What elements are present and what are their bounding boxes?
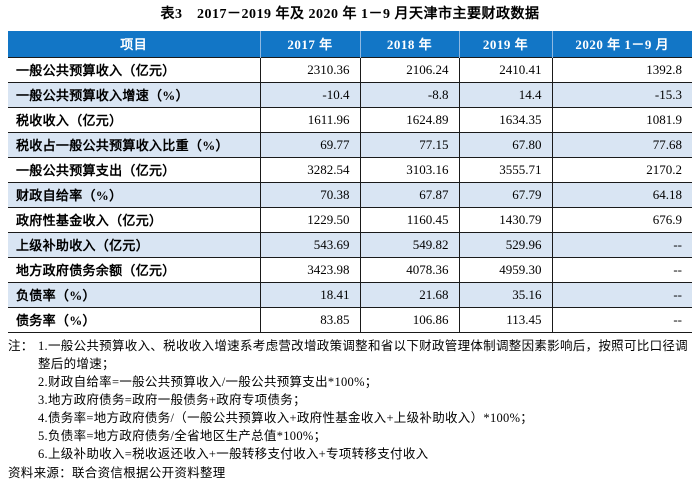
row-label: 债务率（%） [8, 306, 261, 333]
table-row: 税收收入（亿元） 1611.96 1624.89 1634.35 1081.9 [8, 106, 692, 132]
table-row: 一般公共预算收入增速（%） -10.4 -8.8 14.4 -15.3 [8, 81, 692, 107]
row-value-2017: 543.69 [260, 231, 361, 257]
row-value-2020: 676.9 [552, 206, 692, 232]
row-value-2019: 35.16 [459, 281, 553, 307]
row-value-2020: -15.3 [552, 81, 692, 107]
note-item: 6.上级补助收入=税收返还收入+一般转移支付收入+专项转移支付收入 [38, 446, 429, 461]
source-line: 资料来源：联合资信根据公开资料整理 [8, 465, 226, 480]
row-label: 一般公共预算支出（亿元） [8, 156, 261, 182]
row-label: 一般公共预算收入增速（%） [8, 81, 261, 107]
row-value-2019: 529.96 [459, 231, 553, 257]
row-value-2018: 1160.45 [360, 206, 460, 232]
row-value-2019: 4959.30 [459, 256, 553, 282]
note-item: 1.一般公共预算收入、税收收入增速系考虑营改增政策调整和省以下财政管理体制调整因… [38, 338, 688, 371]
note-item: 3.地方政府债务=政府一般债务+政府专项债务； [38, 392, 306, 407]
row-value-2018: 2106.24 [360, 56, 460, 82]
row-value-2018: 1624.89 [360, 106, 460, 132]
row-value-2017: 1229.50 [260, 206, 361, 232]
row-label: 财政自给率（%） [8, 181, 261, 207]
row-value-2020: -- [552, 306, 692, 333]
row-value-2018: 4078.36 [360, 256, 460, 282]
header-cell-2017: 2017 年 [260, 31, 361, 57]
row-value-2017: 70.38 [260, 181, 361, 207]
row-label: 一般公共预算收入（亿元） [8, 56, 261, 82]
row-value-2018: 3103.16 [360, 156, 460, 182]
row-value-2020: -- [552, 256, 692, 282]
row-label: 地方政府债务余额（亿元） [8, 256, 261, 282]
table-row: 税收占一般公共预算收入比重（%） 69.77 77.15 67.80 77.68 [8, 131, 692, 157]
row-value-2019: 1634.35 [459, 106, 553, 132]
row-label: 税收收入（亿元） [8, 106, 261, 132]
header-cell-2019: 2019 年 [459, 31, 553, 57]
row-value-2018: 77.15 [360, 131, 460, 157]
row-value-2018: -8.8 [360, 81, 460, 107]
row-value-2017: 2310.36 [260, 56, 361, 82]
row-value-2017: -10.4 [260, 81, 361, 107]
row-label: 税收占一般公共预算收入比重（%） [8, 131, 261, 157]
fiscal-data-table: 项目 2017 年 2018 年 2019 年 2020 年 1－9 月 一般公… [8, 31, 692, 333]
header-cell-item: 项目 [8, 31, 261, 57]
row-value-2020: 77.68 [552, 131, 692, 157]
row-value-2019: 2410.41 [459, 56, 553, 82]
table-row: 上级补助收入（亿元） 543.69 549.82 529.96 -- [8, 231, 692, 257]
table-title: 表3 2017－2019 年及 2020 年 1－9 月天津市主要财政数据 [160, 7, 540, 22]
row-value-2019: 67.80 [459, 131, 553, 157]
row-value-2017: 1611.96 [260, 106, 361, 132]
row-value-2017: 69.77 [260, 131, 361, 157]
row-value-2020: 2170.2 [552, 156, 692, 182]
table-row: 债务率（%） 83.85 106.86 113.45 -- [8, 306, 692, 333]
row-value-2020: 64.18 [552, 181, 692, 207]
row-label: 上级补助收入（亿元） [8, 231, 261, 257]
row-value-2020: 1081.9 [552, 106, 692, 132]
row-value-2018: 67.87 [360, 181, 460, 207]
notes-prefix: 注： [8, 338, 34, 353]
row-value-2017: 18.41 [260, 281, 361, 307]
table-row: 负债率（%） 18.41 21.68 35.16 -- [8, 281, 692, 307]
note-item: 2.财政自给率=一般公共预算收入/一般公共预算支出*100%； [38, 374, 378, 389]
note-item: 4.债务率=地方政府债务/（一般公共预算收入+政府性基金收入+上级补助收入）*1… [38, 410, 534, 425]
row-value-2019: 113.45 [459, 306, 553, 333]
row-label: 政府性基金收入（亿元） [8, 206, 261, 232]
table-row: 一般公共预算支出（亿元） 3282.54 3103.16 3555.71 217… [8, 156, 692, 182]
header-cell-2018: 2018 年 [360, 31, 460, 57]
row-value-2017: 3423.98 [260, 256, 361, 282]
row-value-2017: 83.85 [260, 306, 361, 333]
table-row: 地方政府债务余额（亿元） 3423.98 4078.36 4959.30 -- [8, 256, 692, 282]
table-row: 政府性基金收入（亿元） 1229.50 1160.45 1430.79 676.… [8, 206, 692, 232]
header-row: 项目 2017 年 2018 年 2019 年 2020 年 1－9 月 [8, 31, 692, 57]
row-value-2018: 106.86 [360, 306, 460, 333]
row-value-2019: 1430.79 [459, 206, 553, 232]
table-row: 财政自给率（%） 70.38 67.87 67.79 64.18 [8, 181, 692, 207]
notes-items: 1.一般公共预算收入、税收收入增速系考虑营改增政策调整和省以下财政管理体制调整因… [38, 337, 692, 463]
header-cell-2020: 2020 年 1－9 月 [552, 31, 692, 57]
notes-block: 注： 1.一般公共预算收入、税收收入增速系考虑营改增政策调整和省以下财政管理体制… [8, 337, 692, 482]
row-value-2020: 1392.8 [552, 56, 692, 82]
row-value-2019: 3555.71 [459, 156, 553, 182]
note-item: 5.负债率=地方政府债务/全省地区生产总值*100%； [38, 428, 327, 443]
row-value-2018: 549.82 [360, 231, 460, 257]
row-value-2020: -- [552, 231, 692, 257]
row-value-2018: 21.68 [360, 281, 460, 307]
row-label: 负债率（%） [8, 281, 261, 307]
row-value-2019: 67.79 [459, 181, 553, 207]
row-value-2017: 3282.54 [260, 156, 361, 182]
row-value-2020: -- [552, 281, 692, 307]
table-row: 一般公共预算收入（亿元） 2310.36 2106.24 2410.41 139… [8, 56, 692, 82]
row-value-2019: 14.4 [459, 81, 553, 107]
